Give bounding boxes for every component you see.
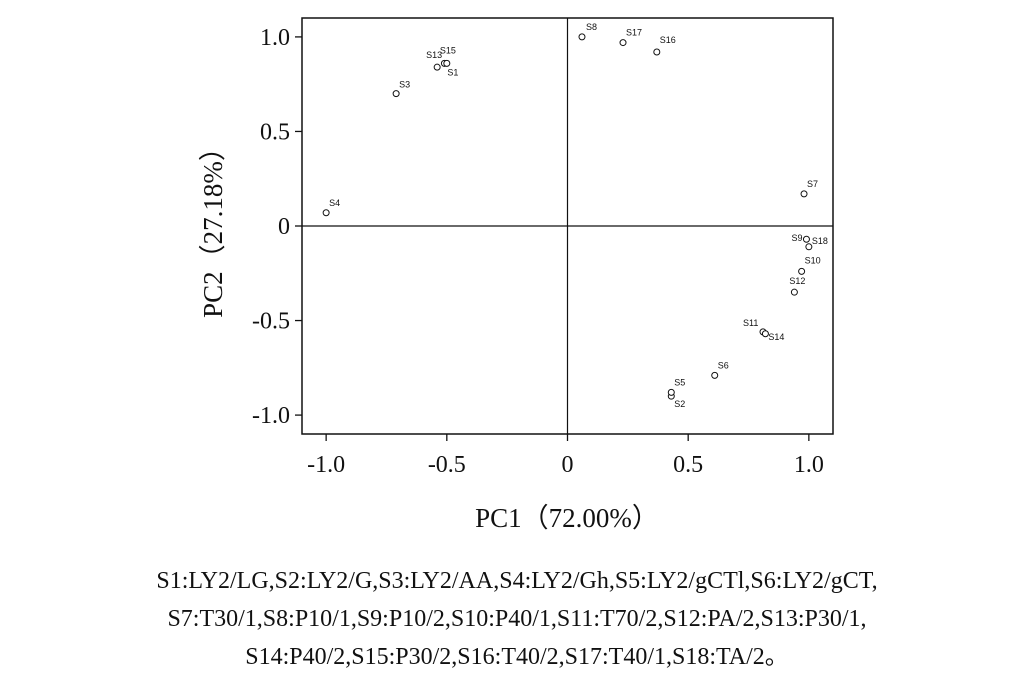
x-tick-label: 0 (562, 452, 574, 478)
data-point-s9 (802, 235, 810, 243)
caption-line-2: S7:T30/1,S8:P10/1,S9:P10/2,S10:P40/1,S11… (167, 606, 867, 632)
x-tick-label: 0.5 (673, 452, 703, 478)
x-tick-label: 1.0 (794, 452, 824, 478)
y-tick-label: 0.5 (260, 119, 290, 145)
x-tick-label: -1.0 (307, 452, 345, 478)
y-axis-ticks: 1.0 0.5 0 -0.5 -1.0 (252, 25, 302, 429)
figure-caption: S1:LY2/LG,S2:LY2/G,S3:LY2/AA,S4:LY2/Gh,S… (0, 562, 1034, 676)
point-label-s13: S13 (426, 50, 442, 60)
data-points: S1 S2 S3 S4 S5 S6 S7 S8 S9 S10 S11 S12 S13 S14 S15 S16 S… (322, 22, 828, 409)
data-point-s16 (653, 48, 661, 56)
y-tick-label: -1.0 (252, 403, 290, 429)
x-tick-label: -0.5 (428, 452, 466, 478)
x-axis-title: PC1（72.00%） (475, 503, 659, 533)
point-label-s9: S9 (791, 233, 802, 243)
point-label-s4: S4 (329, 198, 340, 208)
data-point-s4 (322, 209, 330, 217)
y-axis-title: PC2（27.18%） (198, 134, 228, 318)
point-label-s1: S1 (447, 67, 458, 77)
data-point-s5 (667, 388, 675, 396)
x-axis-ticks: -1.0 -0.5 0 0.5 1.0 (307, 434, 824, 478)
caption-line-1: S1:LY2/LG,S2:LY2/G,S3:LY2/AA,S4:LY2/Gh,S… (156, 568, 878, 594)
pca-scatter-chart: -1.0 -0.5 0 0.5 1.0 1.0 0.5 0 -0.5 -1.0 S1 S2 S3 S4… (198, 17, 834, 533)
point-label-s3: S3 (399, 80, 410, 90)
data-point-s17 (619, 39, 627, 47)
data-point-s6 (711, 371, 719, 379)
data-point-s7 (800, 190, 808, 198)
point-label-s16: S16 (660, 35, 676, 45)
point-label-s12: S12 (789, 276, 805, 286)
data-point-s14 (761, 330, 769, 338)
point-label-s14: S14 (768, 332, 784, 342)
data-point-s8 (578, 33, 586, 41)
point-label-s2: S2 (674, 399, 685, 409)
caption-line-3: S14:P40/2,S15:P30/2,S16:T40/2,S17:T40/1,… (245, 644, 789, 670)
y-tick-label: -0.5 (252, 309, 290, 335)
data-point-s15 (443, 59, 451, 67)
point-label-s15: S15 (440, 45, 456, 55)
point-label-s6: S6 (718, 360, 729, 370)
point-label-s5: S5 (674, 377, 685, 387)
y-tick-label: 0 (278, 214, 290, 240)
y-tick-label: 1.0 (260, 25, 290, 51)
point-label-s11: S11 (743, 318, 758, 328)
point-label-s10: S10 (805, 255, 821, 265)
point-label-s7: S7 (807, 179, 818, 189)
point-label-s17: S17 (626, 28, 642, 38)
data-point-s3 (392, 90, 400, 98)
data-point-s12 (790, 288, 798, 296)
point-label-s8: S8 (586, 22, 597, 32)
data-point-s18 (805, 243, 813, 251)
data-point-s13 (433, 63, 441, 71)
data-point-s10 (798, 267, 806, 275)
point-label-s18: S18 (812, 236, 828, 246)
